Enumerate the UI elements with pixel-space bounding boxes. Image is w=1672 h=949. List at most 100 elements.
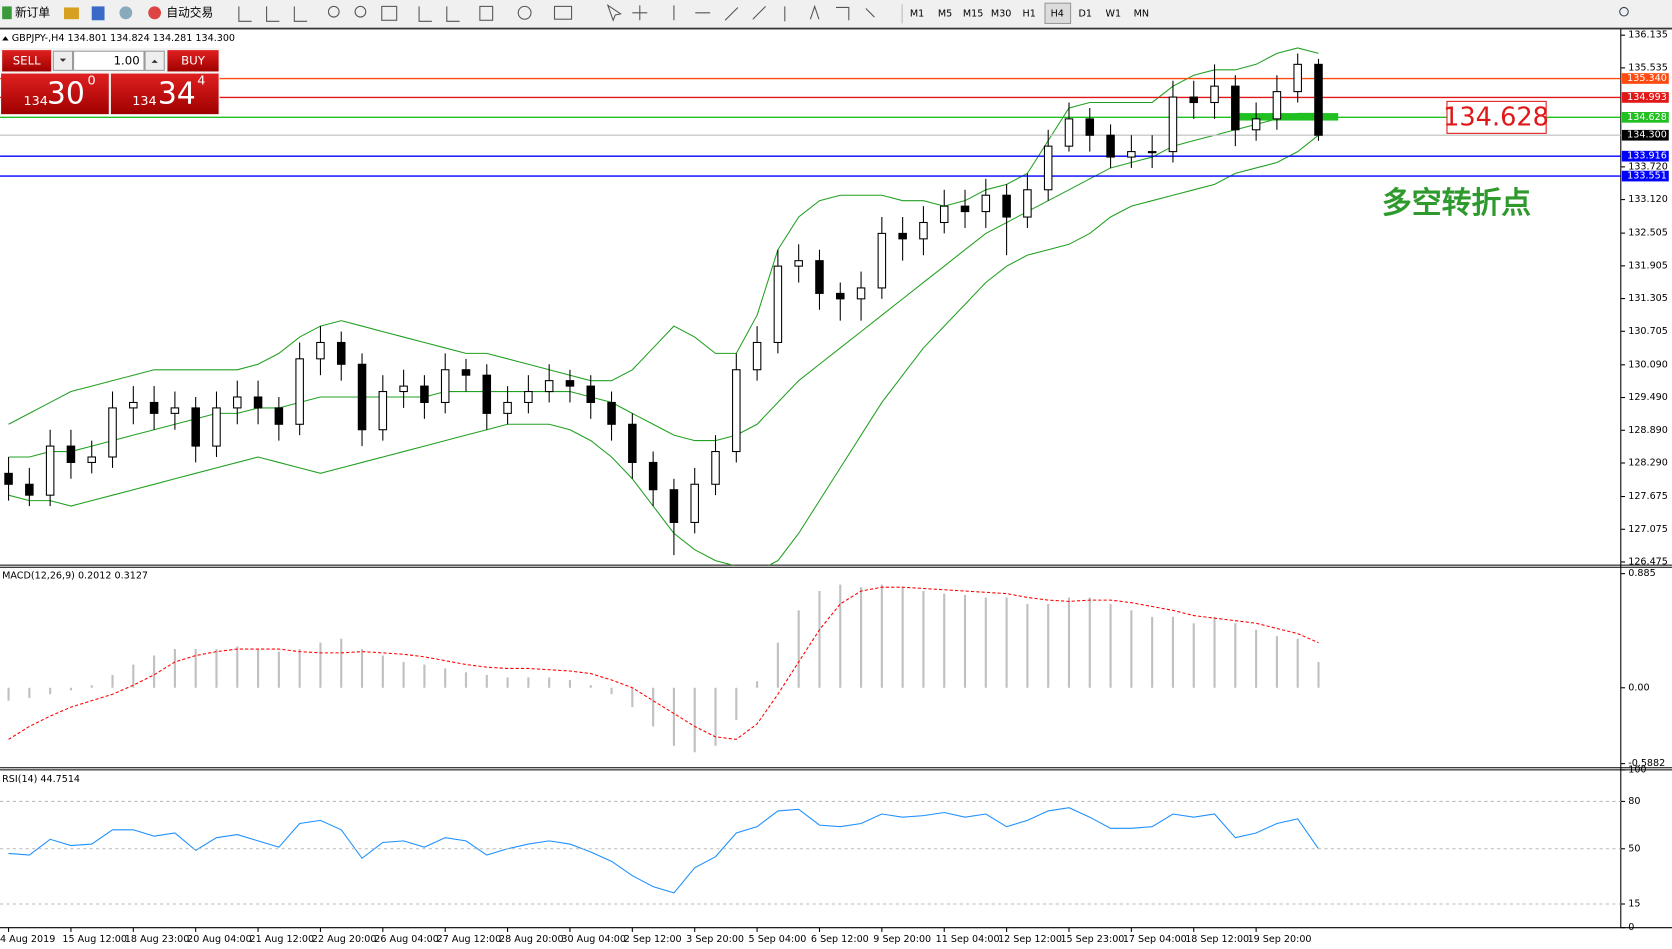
macd-bar [756,681,759,688]
new-order-button[interactable]: 新订单 [15,5,50,19]
timeframe-button[interactable]: M30 [991,8,1011,19]
price-tag-label: 133.916 [1627,151,1667,162]
buy-label[interactable]: BUY [181,53,206,67]
candle-body [1085,118,1095,136]
candle-body [45,445,55,496]
lot-value[interactable]: 1.00 [114,53,140,67]
sell-sup: 0 [87,74,95,89]
timeframe-button[interactable]: MN [1134,8,1149,19]
level-callout-label: 134.628 [1443,102,1549,132]
candle-body [191,407,200,447]
macd-bar [506,677,509,688]
macd-bar [1026,603,1029,688]
macd-bar [381,655,384,688]
macd-bar [49,687,52,695]
price-tag [1621,170,1669,182]
candle-body [1272,91,1282,120]
timeframe-button[interactable]: D1 [1079,8,1092,19]
candle-body [66,445,76,463]
macd-bar [1130,610,1133,688]
macd-bar [464,672,468,688]
candle-body [981,194,991,213]
y-tick-label: 0 [1628,922,1634,933]
x-tick-label: 12 Sep 12:00 [998,934,1062,945]
macd-bar [1171,616,1175,688]
annotation: 多空转折点 [1382,186,1531,221]
active-timeframe [1044,2,1072,24]
candle-body [357,363,367,431]
timeframe-button[interactable]: M1 [910,8,924,19]
price-tag-label: 134.993 [1627,92,1667,103]
buy-price[interactable] [110,73,219,115]
y-tick-label: 50 [1628,843,1640,854]
timeframe-button[interactable]: H1 [1023,8,1036,19]
level-marker [1233,113,1339,121]
trade-panel: SELL 1.00 BUY 134 30 0 134 34 4 [1,47,220,116]
candle-body [711,451,720,485]
macd-bar [1109,603,1112,688]
y-tick-label: 80 [1628,796,1640,807]
icon [148,6,162,20]
candle-body [25,483,34,496]
main-panel [0,47,1621,566]
candle-body [420,385,429,403]
sell-button[interactable] [2,50,52,72]
x-tick-label: 5 Sep 04:00 [749,934,807,945]
search-icon[interactable] [1619,6,1629,17]
macd-bar [859,587,863,688]
macd-bar [1275,636,1278,688]
macd-bar [444,668,447,688]
candle-body [1106,134,1115,158]
candle-body [773,265,783,344]
icon [119,6,133,20]
x-tick-label: 11 Sep 04:00 [936,934,1000,945]
macd-bar [818,591,821,688]
macd-bar [340,638,343,688]
candle-body [440,369,450,403]
macd-bar [963,594,967,688]
candle-body [732,369,741,453]
timeframe-button[interactable]: H4 [1051,8,1064,19]
macd-bar [984,597,987,688]
candle-body [4,472,13,485]
buy-button[interactable] [167,50,219,72]
candle-body [1023,189,1032,218]
candle-body [461,369,471,376]
candle-body [87,456,96,463]
sell-label[interactable]: SELL [13,53,41,67]
y-tick-label: 135.535 [1628,62,1668,73]
candle-body [274,407,284,425]
chart-area [0,28,1672,949]
macd-bar [215,649,218,688]
macd-bar [839,584,842,688]
macd-bar [7,687,10,701]
timeframe-button[interactable]: M5 [938,8,952,19]
x-tick-label: 28 Aug 20:00 [499,934,564,945]
macd-bar [672,687,675,746]
macd-bar [548,677,551,688]
buy-sup: 4 [197,74,205,89]
macd-bar [1047,603,1050,688]
candle-body [233,396,242,409]
candle-body [1064,118,1074,147]
auto-trading-button[interactable]: 自动交易 [166,5,213,19]
macd-bar [714,687,717,746]
candle-body [253,396,263,409]
timeframe-button[interactable]: W1 [1106,8,1122,19]
macd-bar [360,649,364,688]
macd-bar [277,651,280,688]
timeframe-button[interactable]: M15 [963,8,983,19]
price-tag-label: 134.300 [1627,130,1667,141]
rsi-panel [8,807,1319,894]
sell-price[interactable] [1,73,109,115]
macd-signal [8,586,1319,740]
y-tick-label: 0.00 [1628,682,1649,693]
lot-input[interactable] [73,50,145,71]
candle-body [836,292,845,300]
icon [2,6,12,20]
macd-bar [527,677,530,688]
x-tick-label: 17 Sep 04:00 [1123,934,1187,945]
candle-body [1231,85,1240,131]
y-tick-label: 136.135 [1628,30,1668,41]
rsi-line [8,807,1319,894]
